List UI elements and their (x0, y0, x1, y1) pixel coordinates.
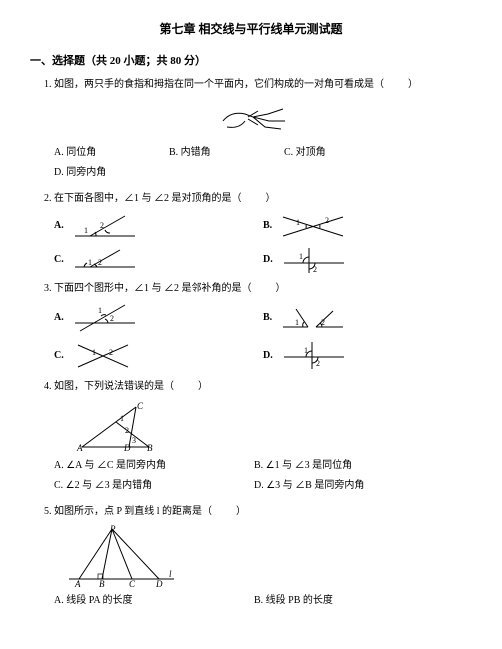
angle-3: 3 (132, 436, 136, 445)
q2-a-label: A. (54, 218, 64, 234)
point-d: D (155, 579, 163, 589)
q5-opt-a: A. 线段 PA 的长度 (54, 593, 244, 609)
question-3: 3. 下面四个图形中，∠1 与 ∠2 是邻补角的是（ ） A. 1 2 B. 1 (44, 281, 472, 373)
q5-options: A. 线段 PA 的长度 B. 线段 PB 的长度 (54, 593, 472, 613)
q2-row2: C. 1 2 D. 1 2 (54, 245, 472, 275)
q1-options: A. 同位角 B. 内错角 C. 对顶角 D. 同旁内角 (54, 145, 472, 185)
q3-row1: A. 1 2 B. 1 2 (54, 301, 472, 335)
point-a: A (74, 579, 81, 589)
angle-1: 1 (120, 414, 124, 423)
q4-opt-b: B. ∠1 与 ∠3 是同位角 (254, 458, 444, 474)
angle-2-label: 2 (325, 216, 329, 225)
line-l: l (169, 569, 172, 579)
q5-end: ） (236, 506, 246, 517)
angle-1-label: 1 (92, 348, 96, 357)
q2-b-label: B. (263, 218, 272, 234)
q5-stem: 5. 如图所示，点 P 到直线 l 的距离是（ (44, 506, 212, 517)
q3-d-label: D. (263, 348, 273, 364)
q4-text: 4. 如图，下列说法错误的是（ ） (44, 379, 472, 395)
q2-c-label: C. (54, 252, 64, 268)
q5-figure: P A B C D l (64, 524, 472, 589)
q4-opt-a: A. ∠A 与 ∠C 是同旁内角 (54, 458, 244, 474)
q1-figure (44, 99, 472, 139)
q3-opt-a: A. 1 2 (54, 301, 243, 335)
q2-opt-b: B. 1 2 (263, 211, 452, 241)
q2-text: 2. 在下面各图中，∠1 与 ∠2 是对顶角的是（ ） (44, 191, 472, 207)
angle-2: 2 (125, 426, 129, 435)
q3-b-label: B. (263, 310, 272, 326)
q2-opt-d: D. 1 2 (263, 245, 452, 275)
q1-end: ） (408, 79, 418, 90)
q3-stem: 3. 下面四个图形中，∠1 与 ∠2 是邻补角的是（ (44, 283, 252, 294)
angle-2-label: 2 (98, 258, 102, 267)
q4-opt-d: D. ∠3 与 ∠B 是同旁内角 (254, 478, 444, 494)
q5-opt-b: B. 线段 PB 的长度 (254, 593, 444, 609)
q4-stem: 4. 如图，下列说法错误的是（ (44, 381, 174, 392)
q1-stem: 1. 如图，两只手的食指和拇指在同一个平面内，它们构成的一对角可看成是（ (44, 79, 384, 90)
q3-opt-c: C. 1 2 (54, 339, 243, 373)
angle-2-label: 2 (100, 221, 104, 230)
point-p: P (109, 524, 116, 534)
q1-opt-c: C. 对顶角 (284, 145, 379, 161)
q3-opt-d: D. 1 2 (263, 339, 452, 373)
angle-2-label: 2 (109, 348, 113, 357)
angle-1-label: 1 (296, 218, 300, 227)
angle-1-label: 1 (295, 318, 299, 327)
vertex-a: A (76, 443, 83, 453)
q4-end: ） (198, 381, 208, 392)
q3-opt-b: B. 1 2 (263, 303, 452, 333)
angle-1-label: 1 (88, 258, 92, 267)
q2-row1: A. 1 2 B. 1 2 (54, 211, 472, 241)
q1-text: 1. 如图，两只手的食指和拇指在同一个平面内，它们构成的一对角可看成是（ ） (44, 77, 472, 93)
q4-options: A. ∠A 与 ∠C 是同旁内角 B. ∠1 与 ∠3 是同位角 C. ∠2 与… (54, 458, 472, 498)
angle-1-label: 1 (98, 306, 102, 315)
q2-opt-c: C. 1 2 (54, 245, 243, 275)
q3-text: 3. 下面四个图形中，∠1 与 ∠2 是邻补角的是（ ） (44, 281, 472, 297)
q3-end: ） (276, 283, 286, 294)
q5-text: 5. 如图所示，点 P 到直线 l 的距离是（ ） (44, 504, 472, 520)
question-2: 2. 在下面各图中，∠1 与 ∠2 是对顶角的是（ ） A. 1 2 B. 1 … (44, 191, 472, 275)
q4-figure: A B C D 1 2 3 (74, 399, 472, 454)
point-b: B (99, 579, 105, 589)
q1-opt-b: B. 内错角 (169, 145, 264, 161)
q1-opt-a: A. 同位角 (54, 145, 149, 161)
section-header: 一、选择题（共 20 小题；共 80 分） (30, 53, 472, 71)
q3-a-label: A. (54, 310, 64, 326)
vertex-c: C (137, 401, 144, 411)
q2-stem: 2. 在下面各图中，∠1 与 ∠2 是对顶角的是（ (44, 193, 242, 204)
vertex-b: B (147, 443, 153, 453)
q4-opt-c: C. ∠2 与 ∠3 是内错角 (54, 478, 244, 494)
angle-1-label: 1 (299, 252, 303, 261)
point-c: C (129, 579, 136, 589)
q2-opt-a: A. 1 2 (54, 211, 243, 241)
question-4: 4. 如图，下列说法错误的是（ ） A B C D 1 2 3 A. ∠A 与 … (44, 379, 472, 498)
vertex-d: D (123, 443, 131, 453)
page-title: 第七章 相交线与平行线单元测试题 (30, 20, 472, 39)
angle-2-label: 2 (110, 314, 114, 323)
q1-opt-d: D. 同旁内角 (54, 165, 149, 181)
q2-d-label: D. (263, 252, 273, 268)
question-5: 5. 如图所示，点 P 到直线 l 的距离是（ ） P A B C D l A.… (44, 504, 472, 613)
q3-row2: C. 1 2 D. 1 2 (54, 339, 472, 373)
angle-1-label: 1 (84, 226, 88, 235)
q3-c-label: C. (54, 348, 64, 364)
question-1: 1. 如图，两只手的食指和拇指在同一个平面内，它们构成的一对角可看成是（ ） A… (44, 77, 472, 185)
q2-end: ） (266, 193, 276, 204)
